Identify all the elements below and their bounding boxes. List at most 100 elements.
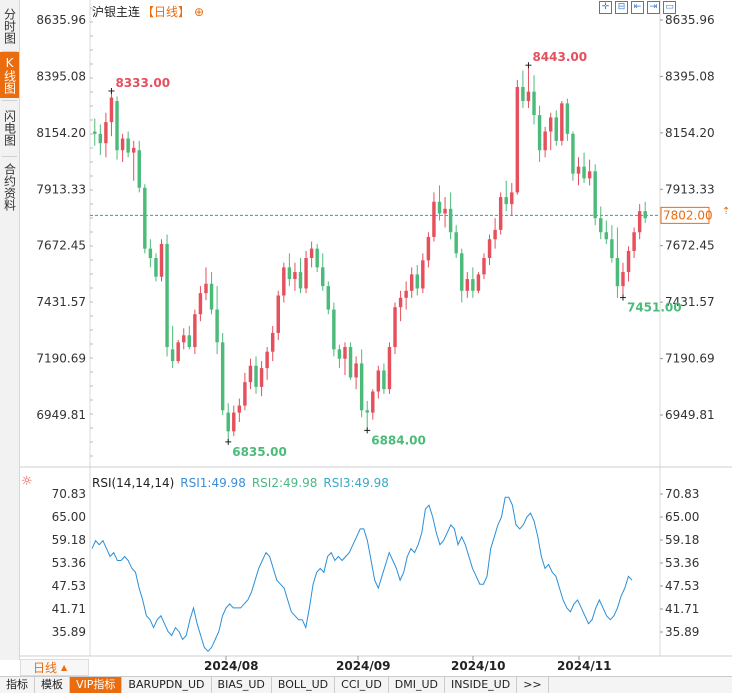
candle-body <box>504 197 508 205</box>
high-low-annotations: 8333.00 8443.00 6835.00 6884.00 7451.00 <box>108 50 682 459</box>
candle-body <box>487 239 492 259</box>
price-axis-label: 7190.69 <box>665 352 715 366</box>
candle-body <box>443 208 447 214</box>
price-annotation-label: 6884.00 <box>371 433 426 447</box>
candle-body <box>270 332 275 352</box>
candle-body <box>220 342 225 411</box>
candle-body <box>587 171 592 179</box>
instrument-title: 沪银主连 <box>92 5 141 19</box>
price-axis-label: 8635.96 <box>36 13 86 27</box>
candle-body <box>343 347 347 359</box>
tab-time-sharing-chart[interactable]: 分时图 <box>2 8 17 44</box>
tab-cci[interactable]: CCI_UD <box>335 677 389 693</box>
candle-body <box>226 412 230 432</box>
chevron-up-icon: ▲ <box>61 663 68 672</box>
tab-barupdn[interactable]: BARUPDN_UD <box>122 677 212 693</box>
indicator-tab-bar: 指标 模板 VIP指标 BARUPDN_UD BIAS_UD BOLL_UD C… <box>0 676 732 693</box>
add-symbol-icon[interactable]: ⊕ <box>194 4 205 19</box>
candle-body <box>421 260 425 289</box>
candle-body <box>326 286 331 310</box>
candle-body <box>599 218 603 233</box>
candle-body <box>198 293 203 315</box>
tab-boll[interactable]: BOLL_UD <box>272 677 336 693</box>
price-axis-right: 8635.96 8395.08 8154.20 7913.33 7672.45 7431.… <box>660 13 715 422</box>
candle-body <box>309 248 314 259</box>
candle-body <box>304 258 308 289</box>
rsi-axis-label: 53.36 <box>665 556 699 570</box>
rsi-axis-label: 70.83 <box>52 487 86 501</box>
jump-start-icon[interactable]: ⇤ <box>631 1 644 14</box>
current-price-tag: 7802.00 ⇡ <box>660 206 730 224</box>
rsi-axis-label: 59.18 <box>52 533 86 547</box>
tab-dmi[interactable]: DMI_UD <box>389 677 446 693</box>
candle-body <box>498 197 503 230</box>
candle-body <box>637 211 642 233</box>
tab-flash-chart[interactable]: 闪电图 <box>2 110 17 146</box>
rsi2-value: RSI2:49.98 <box>251 476 318 490</box>
candle-body <box>432 201 436 237</box>
price-axis-left: 8635.96 8395.08 8154.20 7913.33 7672.45 7431.… <box>36 13 86 422</box>
candle-body <box>415 274 419 289</box>
candle-body <box>204 283 208 294</box>
chart-canvas[interactable]: 8635.96 8395.08 8154.20 7913.33 7672.45 7431.… <box>0 0 732 676</box>
tab-kline-chart[interactable]: K线图 <box>0 52 19 98</box>
collapse-icon[interactable]: ▭ <box>663 1 676 14</box>
candle-body <box>460 253 464 291</box>
candle-body <box>532 91 536 116</box>
tab-divider <box>2 51 17 52</box>
candle-body <box>332 309 336 350</box>
candle-body <box>593 171 597 219</box>
candle-body <box>604 232 609 240</box>
rsi-line <box>91 496 633 653</box>
price-axis-label: 8154.20 <box>665 126 715 140</box>
rsi1-value: RSI1:49.98 <box>180 476 246 490</box>
tab-inside[interactable]: INSIDE_UD <box>445 677 518 693</box>
candle-body <box>376 370 381 392</box>
rsi-axis-label: 35.89 <box>52 625 86 639</box>
candle-body <box>265 351 269 369</box>
tab-vip-indicators[interactable]: VIP指标 <box>70 677 123 693</box>
price-axis-label: 6949.81 <box>36 408 86 422</box>
chart-header: 沪银主连 【日线】 ⊕ <box>92 3 204 20</box>
candle-body <box>448 208 453 233</box>
candle-body <box>437 201 442 214</box>
candle-body <box>293 272 297 280</box>
candle-body <box>259 368 264 387</box>
zoom-in-icon[interactable]: ✛ <box>599 1 612 14</box>
candle-body <box>393 307 397 348</box>
period-dropdown[interactable]: 日线 ▲ <box>20 659 89 676</box>
candle-body <box>365 410 369 413</box>
candle-body <box>626 250 631 273</box>
rsi-axis-label: 70.83 <box>665 487 699 501</box>
x-axis-label: 2024/11 <box>557 659 612 673</box>
tab-divider <box>2 156 17 157</box>
price-annotation-label: 7451.00 <box>627 301 682 315</box>
candlestick-series <box>93 65 647 442</box>
price-axis-label: 6949.81 <box>665 408 715 422</box>
candle-body <box>98 133 103 144</box>
tab-contract-info[interactable]: 合约资料 <box>2 163 17 211</box>
candle-body <box>298 272 303 289</box>
candle-body <box>187 335 192 348</box>
current-price-marker-icon: ⇡ <box>722 206 730 217</box>
candle-body <box>560 103 564 141</box>
indicator-settings-icon[interactable]: ☼ <box>21 474 33 489</box>
price-axis-label: 8635.96 <box>665 13 715 27</box>
candle-body <box>148 248 153 259</box>
rsi-axis-label: 53.36 <box>52 556 86 570</box>
price-axis-label: 7431.57 <box>665 295 715 309</box>
chart-period[interactable]: 【日线】 <box>142 5 191 19</box>
zoom-out-icon[interactable]: ⊟ <box>615 1 628 14</box>
candle-body <box>548 117 553 132</box>
candle-body <box>554 117 558 141</box>
candle-body <box>359 363 364 411</box>
more-tabs-button[interactable]: >> <box>517 677 549 693</box>
x-axis-label: 2024/09 <box>336 659 391 673</box>
rsi-axis-label: 41.71 <box>665 602 699 616</box>
candle-body <box>159 243 164 277</box>
jump-end-icon[interactable]: ⇥ <box>647 1 660 14</box>
tab-bias[interactable]: BIAS_UD <box>212 677 272 693</box>
tab-templates[interactable]: 模板 <box>35 677 70 693</box>
tab-divider <box>2 100 17 101</box>
tab-indicators[interactable]: 指标 <box>0 677 35 693</box>
